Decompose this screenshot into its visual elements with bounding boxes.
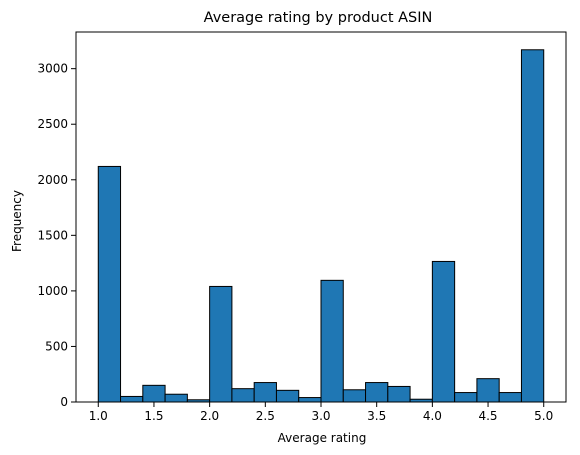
y-tick-label: 3000 <box>37 62 68 76</box>
x-ticks: 1.0 1.5 2.0 2.5 3.0 3.5 4.0 4.5 5.0 <box>89 402 553 423</box>
x-axis-label: Average rating <box>278 431 367 445</box>
y-tick-label: 1000 <box>37 284 68 298</box>
histogram-bar <box>387 385 411 403</box>
y-tick-label: 500 <box>45 339 68 353</box>
histogram-bar <box>97 165 122 403</box>
bars-group <box>97 49 545 403</box>
histogram-bar <box>164 393 188 403</box>
x-tick-label: 4.5 <box>478 409 497 423</box>
y-tick-label: 2500 <box>37 117 68 131</box>
histogram-bar <box>253 382 277 403</box>
histogram-bar <box>498 392 522 403</box>
chart-title: Average rating by product ASIN <box>204 10 433 26</box>
histogram-bar <box>298 397 322 403</box>
histogram-bar <box>120 395 144 403</box>
histogram-bar <box>320 279 344 403</box>
y-ticks: 0 500 1000 1500 2000 2500 3000 <box>37 62 76 409</box>
histogram-bar <box>142 384 166 403</box>
histogram-bar <box>342 389 367 403</box>
x-tick-label: 4.0 <box>423 409 442 423</box>
x-tick-label: 5.0 <box>534 409 553 423</box>
histogram-bar <box>520 49 545 403</box>
y-tick-label: 1500 <box>37 228 68 242</box>
x-tick-label: 1.5 <box>144 409 163 423</box>
y-tick-label: 2000 <box>37 173 68 187</box>
histogram-bar <box>431 260 456 403</box>
histogram-bar <box>275 389 300 403</box>
x-tick-label: 2.0 <box>200 409 219 423</box>
histogram-bar <box>365 382 389 403</box>
y-axis-label: Frequency <box>10 190 24 252</box>
x-tick-label: 3.5 <box>367 409 386 423</box>
x-tick-label: 3.0 <box>311 409 330 423</box>
x-tick-label: 1.0 <box>89 409 108 423</box>
histogram-bar <box>454 392 478 403</box>
y-tick-label: 0 <box>60 395 68 409</box>
histogram-bar <box>231 388 255 403</box>
x-tick-label: 2.5 <box>256 409 275 423</box>
histogram-bar <box>476 378 500 403</box>
histogram-bar <box>209 285 233 403</box>
